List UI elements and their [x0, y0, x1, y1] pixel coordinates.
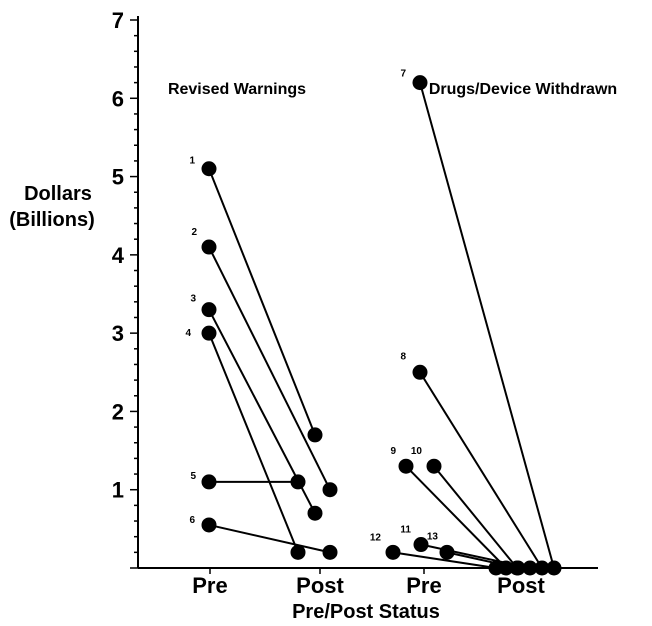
- y-tick-label: 4: [112, 243, 125, 268]
- y-axis-title-line-2: (Billions): [9, 209, 95, 231]
- data-points: [201, 75, 562, 576]
- x-axis-title: Pre/Post Status: [292, 601, 440, 623]
- point-pre-3: [201, 302, 217, 318]
- point-pre-6: [201, 517, 217, 533]
- point-label-9: 9: [390, 446, 396, 457]
- point-post-2: [322, 482, 338, 498]
- point-pre-8: [412, 364, 428, 380]
- point-pre-2: [201, 239, 217, 255]
- point-label-11: 11: [400, 525, 411, 536]
- point-pre-1: [201, 161, 217, 177]
- y-tick-label: 3: [112, 321, 124, 346]
- connector-line-6: [208, 523, 331, 554]
- y-tick-label: 6: [112, 86, 124, 111]
- x-category-label: Pre: [192, 573, 227, 598]
- connector-line-8: [419, 371, 543, 569]
- y-tick-label: 5: [112, 165, 124, 190]
- point-post-13: [510, 560, 526, 576]
- y-tick-label: 1: [112, 478, 124, 503]
- point-label-13: 13: [427, 531, 439, 542]
- point-pre-9: [398, 458, 414, 474]
- point-pre-7: [412, 75, 428, 91]
- x-category-label: Pre: [406, 573, 441, 598]
- panel-label-withdrawn: Drugs/Device Withdrawn: [429, 81, 617, 98]
- point-post-12: [488, 560, 504, 576]
- point-post-4: [290, 544, 306, 560]
- point-post-5: [290, 474, 306, 490]
- point-label-5: 5: [190, 471, 196, 482]
- point-label-3: 3: [190, 294, 196, 305]
- point-pre-10: [426, 458, 442, 474]
- point-post-7: [546, 560, 562, 576]
- point-label-6: 6: [189, 515, 195, 526]
- y-tick-label: 7: [112, 8, 124, 33]
- point-pre-4: [201, 325, 217, 341]
- point-post-3: [307, 505, 323, 521]
- point-pre-13: [439, 544, 455, 560]
- panel-label-revised-warnings: Revised Warnings: [168, 81, 306, 98]
- connector-line-2: [208, 246, 331, 491]
- point-post-8: [534, 560, 550, 576]
- point-post-6: [322, 544, 338, 560]
- point-post-11: [522, 560, 538, 576]
- connector-line-10: [433, 465, 518, 569]
- point-label-8: 8: [400, 351, 406, 362]
- point-label-7: 7: [400, 69, 406, 80]
- point-pre-12: [385, 544, 401, 560]
- connector-lines: [208, 82, 555, 569]
- point-label-2: 2: [191, 227, 197, 238]
- connector-line-7: [419, 82, 555, 569]
- connector-line-1: [208, 168, 316, 436]
- point-label-10: 10: [411, 446, 423, 457]
- y-tick-label: 2: [112, 399, 124, 424]
- point-label-1: 1: [189, 156, 195, 167]
- point-pre-5: [201, 474, 217, 490]
- connector-line-9: [405, 465, 507, 569]
- x-category-label: Post: [497, 573, 545, 598]
- point-post-1: [307, 427, 323, 443]
- y-axis-title-line-1: Dollars: [24, 183, 92, 205]
- connector-line-12: [392, 551, 497, 569]
- point-label-4: 4: [185, 328, 191, 339]
- point-label-12: 12: [370, 532, 382, 543]
- point-pre-11: [413, 537, 429, 553]
- x-category-label: Post: [296, 573, 344, 598]
- connector-line-4: [208, 332, 299, 553]
